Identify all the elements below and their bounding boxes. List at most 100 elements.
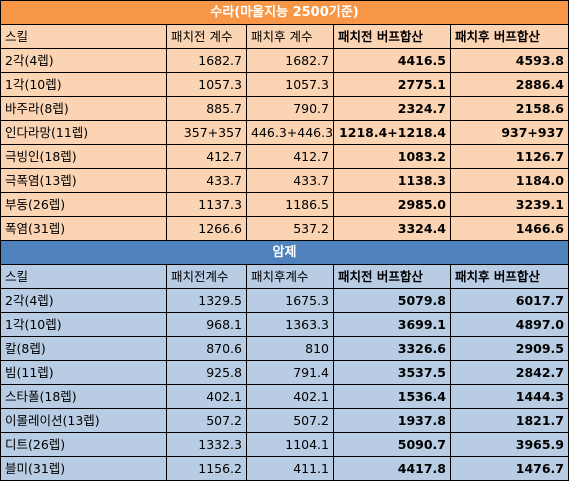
before-buff-cell[interactable]: 4417.8: [333, 456, 451, 481]
skill-name-cell[interactable]: 1각(10렙): [0, 312, 167, 337]
before-buff-cell[interactable]: 1218.4+1218.4: [333, 120, 451, 145]
after-buff-cell[interactable]: 3239.1: [449, 192, 569, 217]
before-buff-cell[interactable]: 1138.3: [333, 168, 451, 193]
table-row: 인다라망(11렙) 357+357 446.3+446.3 1218.4+121…: [0, 120, 569, 145]
after-buff-cell[interactable]: 1466.6: [449, 216, 569, 241]
before-buff-cell[interactable]: 4416.5: [333, 48, 451, 73]
skill-name-cell[interactable]: 빔(11렙): [0, 360, 167, 385]
after-buff-cell[interactable]: 2886.4: [449, 72, 569, 97]
after-coef-cell[interactable]: 1104.1: [246, 432, 334, 457]
header-cell-after-buff[interactable]: 패치후 버프합산: [449, 264, 569, 289]
before-coef-cell[interactable]: 1266.6: [166, 216, 247, 241]
after-buff-cell[interactable]: 937+937: [449, 120, 569, 145]
before-coef-cell[interactable]: 507.2: [166, 408, 247, 433]
before-coef-cell[interactable]: 1156.2: [166, 456, 247, 481]
skill-name-cell[interactable]: 이몰레이션(13렙): [0, 408, 167, 433]
skill-name-cell[interactable]: 극폭염(13렙): [0, 168, 167, 193]
header-cell-before-buff[interactable]: 패치전 버프합산: [333, 24, 451, 49]
skill-name-cell[interactable]: 블미(31렙): [0, 456, 167, 481]
header-cell-before-coef[interactable]: 패치전 계수: [166, 24, 247, 49]
after-coef-cell[interactable]: 411.1: [246, 456, 334, 481]
before-coef-cell[interactable]: 1332.3: [166, 432, 247, 457]
skill-name-cell[interactable]: 인다라망(11렙): [0, 120, 167, 145]
skill-name-cell[interactable]: 바주라(8렙): [0, 96, 167, 121]
before-coef-cell[interactable]: 1057.3: [166, 72, 247, 97]
after-buff-cell[interactable]: 2842.7: [449, 360, 569, 385]
after-coef-cell[interactable]: 1682.7: [246, 48, 334, 73]
after-buff-cell[interactable]: 4897.0: [449, 312, 569, 337]
before-coef-cell[interactable]: 870.6: [166, 336, 247, 361]
before-coef-cell[interactable]: 357+357: [166, 120, 247, 145]
after-buff-cell[interactable]: 2158.6: [449, 96, 569, 121]
after-coef-cell[interactable]: 790.7: [246, 96, 334, 121]
header-cell-skill[interactable]: 스킬: [0, 24, 167, 49]
before-buff-cell[interactable]: 1083.2: [333, 144, 451, 169]
after-coef-cell[interactable]: 1363.3: [246, 312, 334, 337]
before-buff-cell[interactable]: 5090.7: [333, 432, 451, 457]
after-coef-cell[interactable]: 412.7: [246, 144, 334, 169]
before-coef-cell[interactable]: 968.1: [166, 312, 247, 337]
header-cell-after-coef[interactable]: 패치후계수: [246, 264, 334, 289]
skill-name-cell[interactable]: 디트(26렙): [0, 432, 167, 457]
header-cell-after-coef[interactable]: 패치후 계수: [246, 24, 334, 49]
after-buff-cell[interactable]: 4593.8: [449, 48, 569, 73]
before-coef-cell[interactable]: 402.1: [166, 384, 247, 409]
after-coef-cell[interactable]: 791.4: [246, 360, 334, 385]
after-coef-cell[interactable]: 433.7: [246, 168, 334, 193]
after-coef-cell[interactable]: 537.2: [246, 216, 334, 241]
after-buff-cell[interactable]: 1476.7: [449, 456, 569, 481]
after-buff-cell[interactable]: 3965.9: [449, 432, 569, 457]
before-coef-cell[interactable]: 1329.5: [166, 288, 247, 313]
table-row: 2각(4렙) 1682.7 1682.7 4416.5 4593.8: [0, 48, 569, 73]
before-coef-cell[interactable]: 412.7: [166, 144, 247, 169]
before-buff-cell[interactable]: 3326.6: [333, 336, 451, 361]
skill-name-cell[interactable]: 칼(8렙): [0, 336, 167, 361]
after-coef-cell[interactable]: 507.2: [246, 408, 334, 433]
before-buff-cell[interactable]: 1536.4: [333, 384, 451, 409]
skill-name-cell[interactable]: 극빙인(18렙): [0, 144, 167, 169]
before-coef-cell[interactable]: 1682.7: [166, 48, 247, 73]
after-buff-cell[interactable]: 2909.5: [449, 336, 569, 361]
before-buff-cell[interactable]: 3324.4: [333, 216, 451, 241]
table-row: 2각(4렙) 1329.5 1675.3 5079.8 6017.7: [0, 288, 569, 313]
after-coef-cell[interactable]: 402.1: [246, 384, 334, 409]
header-cell-after-buff[interactable]: 패치후 버프합산: [449, 24, 569, 49]
after-buff-cell[interactable]: 1126.7: [449, 144, 569, 169]
skill-name-cell[interactable]: 1각(10렙): [0, 72, 167, 97]
before-buff-cell[interactable]: 2324.7: [333, 96, 451, 121]
header-cell-before-buff[interactable]: 패치전 버프합산: [333, 264, 451, 289]
after-buff-cell[interactable]: 1821.7: [449, 408, 569, 433]
table-row: 극빙인(18렙) 412.7 412.7 1083.2 1126.7: [0, 144, 569, 169]
table-row: 빔(11렙) 925.8 791.4 3537.5 2842.7: [0, 360, 569, 385]
before-buff-cell[interactable]: 3537.5: [333, 360, 451, 385]
after-coef-cell[interactable]: 1675.3: [246, 288, 334, 313]
before-coef-cell[interactable]: 1137.3: [166, 192, 247, 217]
before-buff-cell[interactable]: 5079.8: [333, 288, 451, 313]
skill-name-cell[interactable]: 2각(4렙): [0, 48, 167, 73]
header-cell-skill[interactable]: 스킬: [0, 264, 167, 289]
after-buff-cell[interactable]: 6017.7: [449, 288, 569, 313]
skill-name-cell[interactable]: 부동(26렙): [0, 192, 167, 217]
skill-table: 수라(마울지능 2500기준) 스킬 패치전 계수 패치후 계수 패치전 버프합…: [0, 0, 569, 481]
before-coef-cell[interactable]: 885.7: [166, 96, 247, 121]
skill-name-cell[interactable]: 스타폴(18렙): [0, 384, 167, 409]
before-coef-cell[interactable]: 433.7: [166, 168, 247, 193]
after-buff-cell[interactable]: 1184.0: [449, 168, 569, 193]
before-coef-cell[interactable]: 925.8: [166, 360, 247, 385]
skill-name-cell[interactable]: 폭염(31렙): [0, 216, 167, 241]
table-row: 폭염(31렙) 1266.6 537.2 3324.4 1466.6: [0, 216, 569, 241]
after-buff-cell[interactable]: 1444.3: [449, 384, 569, 409]
after-coef-cell[interactable]: 446.3+446.3: [246, 120, 334, 145]
before-buff-cell[interactable]: 3699.1: [333, 312, 451, 337]
section-title[interactable]: 암제: [0, 240, 569, 265]
after-coef-cell[interactable]: 810: [246, 336, 334, 361]
header-cell-before-coef[interactable]: 패치전계수: [166, 264, 247, 289]
after-coef-cell[interactable]: 1186.5: [246, 192, 334, 217]
skill-name-cell[interactable]: 2각(4렙): [0, 288, 167, 313]
before-buff-cell[interactable]: 1937.8: [333, 408, 451, 433]
after-coef-cell[interactable]: 1057.3: [246, 72, 334, 97]
before-buff-cell[interactable]: 2985.0: [333, 192, 451, 217]
section-sura: 수라(마울지능 2500기준) 스킬 패치전 계수 패치후 계수 패치전 버프합…: [0, 0, 569, 241]
section-title[interactable]: 수라(마울지능 2500기준): [0, 0, 569, 25]
before-buff-cell[interactable]: 2775.1: [333, 72, 451, 97]
